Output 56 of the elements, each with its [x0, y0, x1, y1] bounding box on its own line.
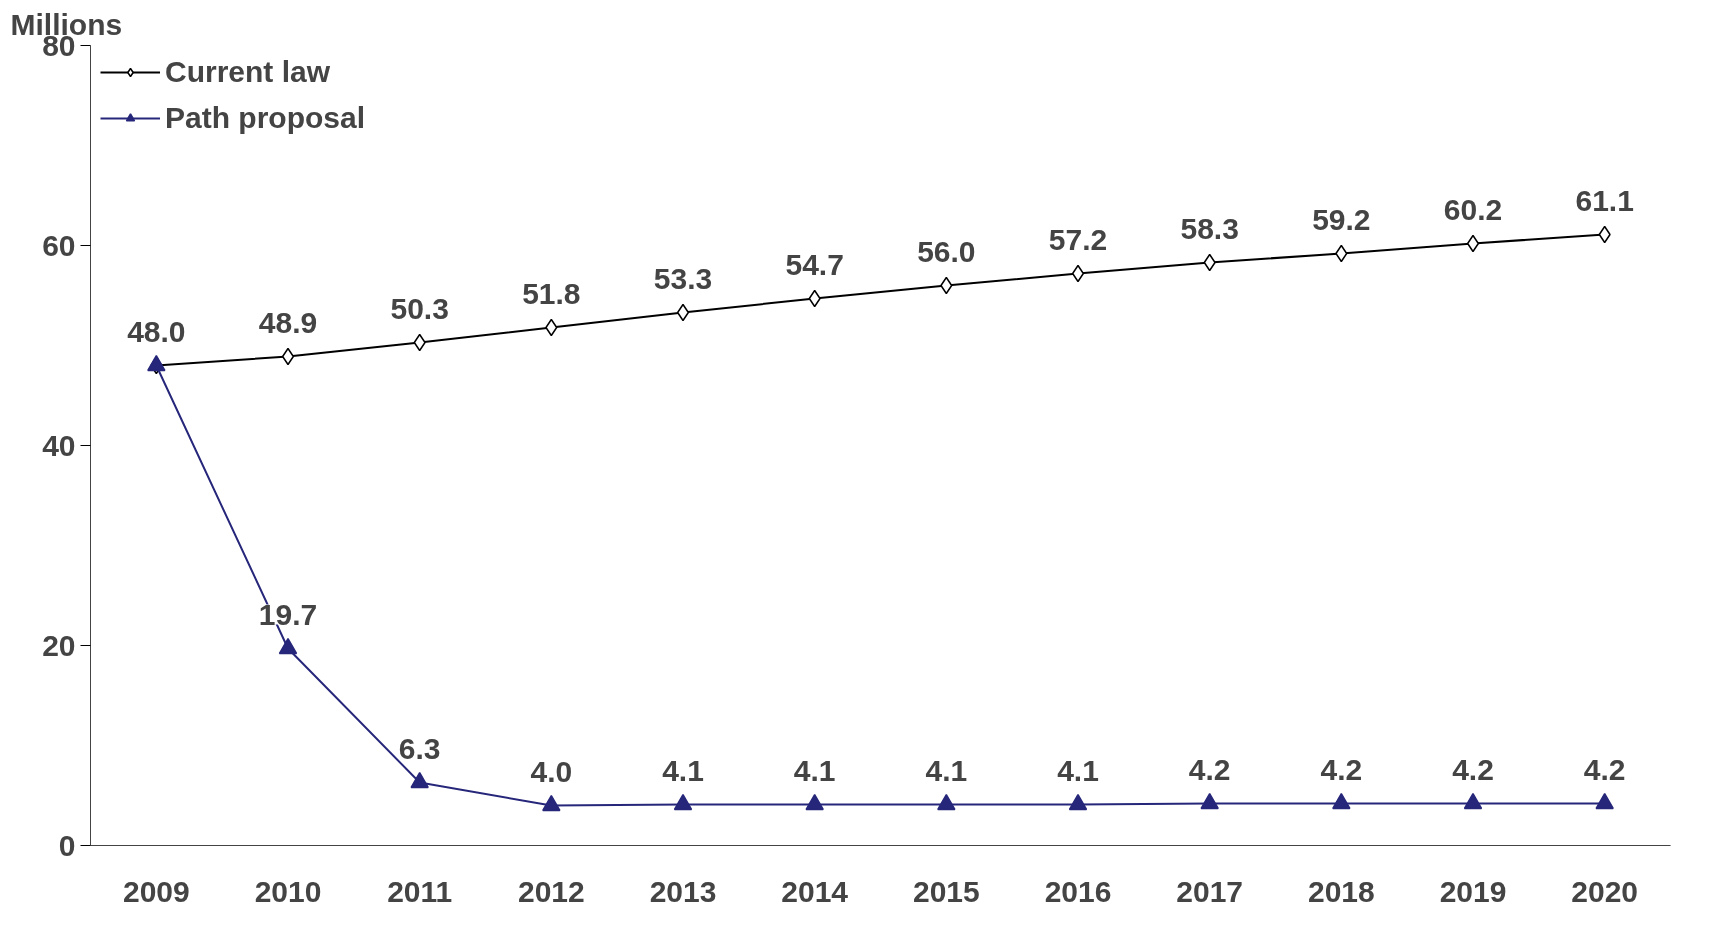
x-tick-label: 2014	[781, 874, 849, 908]
point	[673, 793, 693, 811]
data-label: 4.2	[1452, 752, 1494, 786]
legend-label: Path proposal	[165, 101, 366, 135]
y-tick-label: 0	[58, 828, 76, 862]
data-label: 4.1	[793, 753, 836, 787]
data-label: 48.0	[127, 314, 186, 348]
data-label: 50.3	[390, 291, 449, 325]
data-label: 56.0	[917, 234, 976, 268]
point	[676, 303, 690, 322]
data-label: 4.2	[1320, 752, 1363, 786]
point	[1466, 234, 1480, 253]
data-label: 59.2	[1312, 202, 1371, 236]
point	[1071, 264, 1085, 283]
point	[278, 637, 298, 655]
point	[1332, 792, 1351, 810]
data-label: 48.9	[258, 305, 318, 339]
data-label: 4.1	[1057, 753, 1099, 787]
point	[542, 794, 561, 812]
x-tick-label: 2012	[517, 874, 585, 908]
y-tick-label: 40	[42, 428, 76, 462]
point	[1595, 792, 1614, 810]
data-label: 4.2	[1188, 752, 1231, 786]
data-label: 4.1	[662, 753, 704, 787]
x-tick-label: 2020	[1571, 874, 1639, 908]
data-label: 4.2	[1583, 752, 1626, 786]
data-label: 19.7	[258, 597, 318, 631]
data-label: 58.3	[1180, 211, 1239, 245]
x-tick-label: 2015	[912, 874, 980, 908]
data-label: 4.0	[530, 754, 573, 788]
data-label: 51.8	[522, 276, 581, 310]
x-tick-label: 2018	[1307, 874, 1375, 908]
y-tick-label: 60	[42, 228, 76, 262]
point	[937, 793, 956, 811]
x-tick-label: 2019	[1439, 874, 1507, 908]
x-tick-label: 2013	[649, 874, 717, 908]
data-label: 54.7	[785, 247, 844, 281]
data-label: 60.2	[1443, 192, 1503, 226]
x-tick-label: 2016	[1044, 874, 1112, 908]
data-label: 57.2	[1048, 222, 1108, 256]
x-tick-label: 2010	[254, 874, 322, 908]
x-tick-label: 2009	[122, 874, 190, 908]
data-label: 6.3	[398, 731, 441, 765]
point	[1068, 793, 1088, 811]
x-tick-label: 2017	[1176, 874, 1244, 908]
data-label: 53.3	[653, 261, 713, 295]
point	[1200, 792, 1219, 810]
legend-label: Current law	[165, 55, 331, 89]
point	[805, 793, 824, 811]
data-label: 4.1	[925, 753, 968, 787]
data-label: 61.1	[1575, 183, 1634, 217]
point	[281, 347, 295, 366]
point	[410, 771, 429, 789]
y-tick-label: 20	[42, 628, 76, 662]
x-tick-label: 2011	[387, 874, 453, 908]
point	[1463, 792, 1483, 810]
